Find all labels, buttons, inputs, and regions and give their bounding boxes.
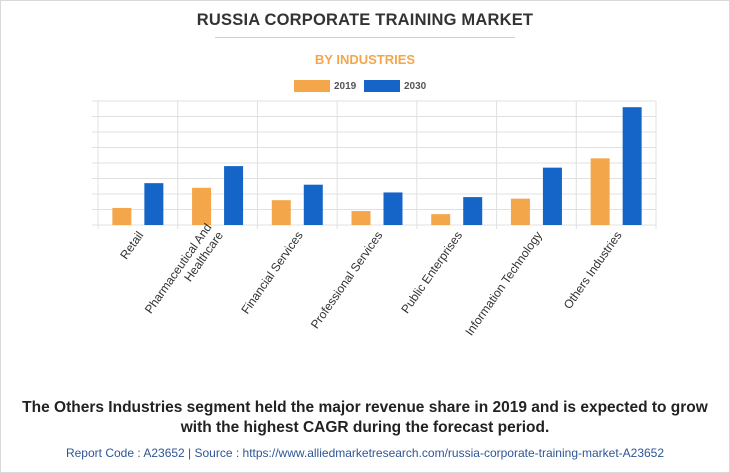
bar-2019 [431, 214, 451, 225]
bar-2019 [351, 211, 371, 225]
x-tick-label: Pharmaceutical AndHealthcare [142, 220, 226, 324]
x-tick-label: Information Technology [462, 229, 545, 338]
legend-label-2019: 2019 [334, 80, 357, 92]
legend-swatch-2019 [294, 80, 330, 92]
legend-item-2019: 2019 [294, 78, 356, 94]
legend-swatch-2030 [364, 80, 400, 92]
chart-legend: 2019 2030 [0, 78, 730, 94]
bar-2019 [112, 207, 132, 225]
bar-2030 [622, 107, 642, 225]
bar-2030 [383, 192, 403, 225]
x-tick-label: Financial Services [238, 229, 305, 317]
chart-subtitle: BY INDUSTRIES [314, 52, 416, 67]
source-citation: Report Code : A23652 | Source : https://… [65, 446, 665, 460]
title-divider [215, 37, 515, 38]
chart-summary-line-1: The Others Industries segment held the m… [22, 399, 708, 416]
bar-2030 [224, 166, 244, 225]
chart-summary-line-2: with the highest CAGR during the forecas… [180, 419, 550, 436]
bar-2030 [542, 167, 562, 225]
bar-2030 [303, 184, 323, 225]
bar-2019 [271, 200, 291, 225]
x-tick-label-line: Financial Services [238, 229, 305, 317]
x-tick-label: Public Enterprises [398, 229, 465, 316]
bar-2030 [463, 197, 483, 225]
bar-2019 [192, 187, 212, 225]
x-tick-label-line: Professional Services [308, 229, 386, 332]
bar-2019 [590, 158, 610, 225]
x-tick-label-line: Others Industries [561, 229, 625, 312]
chart-summary: The Others Industries segment held the m… [0, 398, 730, 438]
bar-2030 [144, 183, 164, 225]
x-tick-label-line: Public Enterprises [398, 229, 465, 316]
bar-2019 [510, 198, 530, 225]
x-tick-label: Professional Services [308, 229, 386, 332]
chart-title: RUSSIA CORPORATE TRAINING MARKET [196, 11, 534, 29]
x-tick-label: Retail [117, 229, 146, 262]
legend-label-2030: 2030 [404, 80, 427, 92]
x-tick-label-line: Retail [117, 229, 146, 262]
x-tick-label-line: Information Technology [462, 229, 545, 338]
x-tick-label: Others Industries [561, 229, 625, 312]
legend-item-2030: 2030 [364, 78, 426, 94]
